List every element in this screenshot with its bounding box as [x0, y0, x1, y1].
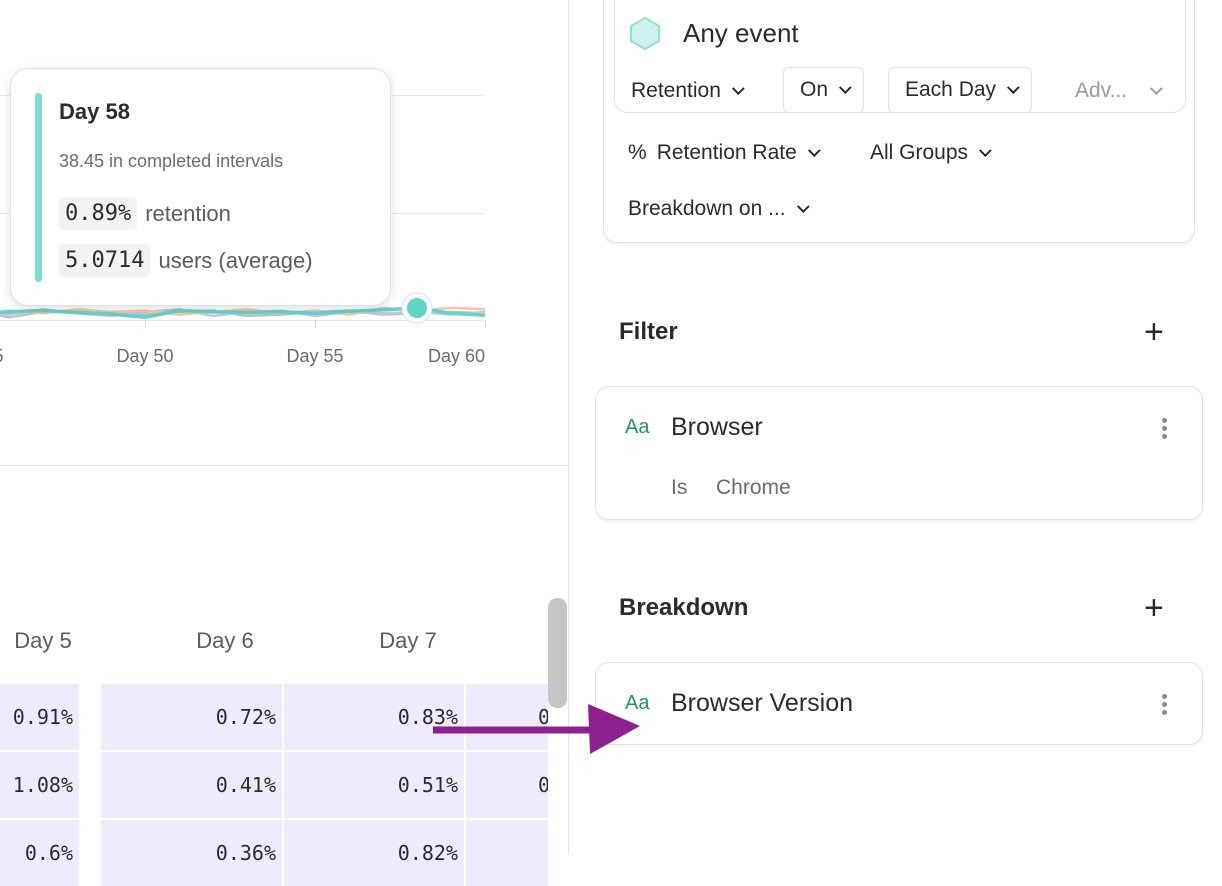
x-tick: [315, 320, 316, 328]
metric-dropdown[interactable]: % Retention Rate: [628, 141, 821, 165]
metric-label: Retention Rate: [656, 141, 797, 164]
advanced-dropdown[interactable]: Adv...: [1075, 68, 1163, 114]
chevron-down-icon: [1007, 80, 1020, 94]
table-cell[interactable]: 1.08%: [0, 752, 79, 818]
table-scrollbar[interactable]: [548, 598, 567, 708]
chevron-down-icon: [731, 81, 745, 95]
x-tick-label: Day 50: [116, 346, 174, 366]
column-header[interactable]: Day 6: [196, 628, 254, 653]
table-cell[interactable]: 0.51%: [284, 752, 464, 818]
filter-operator[interactable]: Is: [671, 476, 688, 499]
table-cell[interactable]: 0.36%: [101, 820, 282, 886]
retention-value: 0.89%: [59, 197, 138, 230]
retention-dropdown[interactable]: Retention: [631, 68, 745, 114]
more-options-icon[interactable]: [1162, 415, 1167, 442]
column-header[interactable]: Day 5: [14, 628, 72, 653]
table-cell[interactable]: 0.72%: [101, 684, 282, 750]
add-filter-plus-icon[interactable]: +: [1144, 313, 1164, 351]
retention-line-chart[interactable]: [0, 0, 568, 380]
breakdown-heading: Breakdown: [619, 594, 749, 621]
tooltip-retention-row: 0.89% retention: [59, 197, 231, 230]
tooltip-series-color-bar: [35, 93, 42, 282]
x-tick: [485, 320, 486, 328]
table-cell[interactable]: [466, 820, 548, 886]
groups-label: All Groups: [870, 141, 969, 164]
chevron-down-icon: [838, 80, 852, 94]
query-card: Any event Retention On Each Day Adv... %…: [603, 0, 1195, 243]
table-cell[interactable]: 0: [466, 752, 548, 818]
chevron-down-icon: [979, 143, 992, 157]
breakdown-property[interactable]: Browser Version: [671, 689, 854, 717]
percent-icon: %: [628, 141, 647, 164]
retention-label: Retention: [631, 79, 721, 102]
highlight-point[interactable]: [407, 297, 427, 318]
advanced-label: Adv...: [1075, 79, 1128, 102]
breakdown-on-dropdown[interactable]: Breakdown on ...: [628, 197, 810, 221]
divider: [0, 465, 568, 466]
x-tick: [145, 320, 146, 328]
string-type-icon: Aa: [625, 416, 650, 438]
users-label: users (average): [158, 247, 313, 273]
table-cell[interactable]: 0.82%: [284, 820, 464, 886]
users-value: 5.0714: [59, 244, 151, 277]
x-tick-label: Day 45: [0, 346, 4, 367]
filter-heading: Filter: [619, 318, 678, 345]
event-hexagon-icon: [630, 16, 660, 50]
on-label: On: [800, 78, 829, 101]
chevron-down-icon: [807, 143, 821, 157]
breakdown-on-label: Breakdown on ...: [628, 197, 786, 220]
table-cell[interactable]: 0.6%: [0, 820, 79, 886]
tooltip-subtitle: 38.45 in completed intervals: [59, 151, 284, 171]
table-cell[interactable]: 0.41%: [101, 752, 282, 818]
interval-label: Each Day: [905, 78, 997, 101]
tooltip-title: Day 58: [59, 99, 130, 124]
chevron-down-icon: [796, 199, 810, 213]
string-type-icon: Aa: [625, 692, 650, 714]
chevron-down-icon: [1150, 81, 1163, 95]
x-tick-label: Day 55: [286, 346, 344, 366]
annotation-arrow-icon: [433, 704, 640, 754]
add-breakdown-plus-icon[interactable]: +: [1144, 589, 1164, 627]
filter-value[interactable]: Chrome: [716, 476, 791, 499]
table-cell[interactable]: 0.83%: [284, 684, 464, 750]
on-dropdown[interactable]: On: [783, 67, 865, 113]
more-options-icon[interactable]: [1162, 691, 1167, 718]
event-name[interactable]: Any event: [683, 18, 799, 48]
table-cell[interactable]: 0: [466, 684, 548, 750]
series-line[interactable]: [0, 306, 486, 320]
filter-property[interactable]: Browser: [671, 413, 763, 441]
breakdown-card[interactable]: Aa Browser Version: [595, 662, 1203, 745]
x-axis: [0, 320, 484, 321]
interval-dropdown[interactable]: Each Day: [888, 67, 1033, 113]
chart-tooltip: Day 58 38.45 in completed intervals 0.89…: [10, 68, 391, 306]
filter-card[interactable]: Aa Browser Is Chrome: [595, 386, 1203, 520]
event-card: Any event Retention On Each Day Adv...: [614, 0, 1186, 113]
groups-dropdown[interactable]: All Groups: [870, 141, 992, 165]
panel-divider: [568, 0, 569, 854]
x-tick-label: Day 60: [427, 346, 485, 366]
column-header[interactable]: Day 7: [379, 628, 437, 653]
retention-label: retention: [145, 200, 231, 226]
tooltip-users-row: 5.0714 users (average): [59, 244, 313, 277]
table-cell[interactable]: 0.91%: [0, 684, 79, 750]
